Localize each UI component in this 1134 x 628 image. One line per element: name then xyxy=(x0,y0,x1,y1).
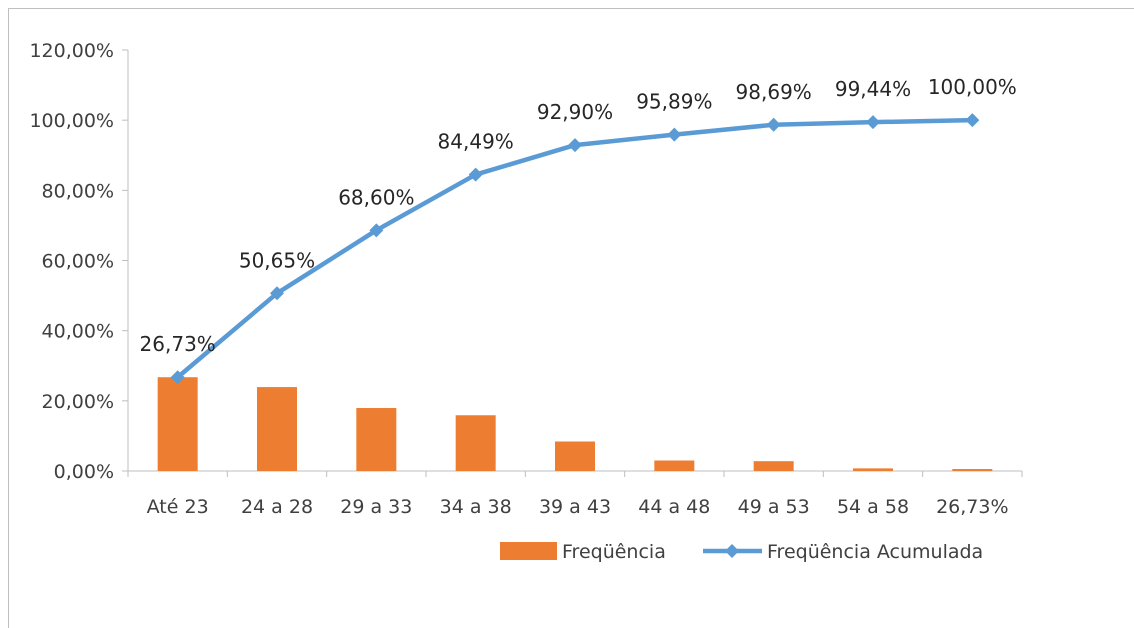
data-label: 26,73% xyxy=(140,332,216,356)
y-tick-label: 20,00% xyxy=(42,391,114,413)
x-tick-label: 54 a 58 xyxy=(837,496,909,518)
line-marker xyxy=(170,370,185,385)
y-axis: 0,00% 20,00% 40,00% 60,00% 80,00% 100,00% 120,… xyxy=(29,40,129,483)
y-tick-label: 40,00% xyxy=(42,321,114,343)
bar xyxy=(555,441,595,471)
x-tick-label: 24 a 28 xyxy=(241,496,313,518)
line-series-frequencia-acumulada xyxy=(170,113,980,385)
data-label: 99,44% xyxy=(835,77,911,101)
bar xyxy=(455,415,496,471)
legend-label-frequencia: Freqüência xyxy=(562,541,666,563)
x-tick-label: 49 a 53 xyxy=(738,496,810,518)
y-tick-label: 0,00% xyxy=(54,461,114,483)
bar xyxy=(753,461,794,471)
bar-series-frequencia xyxy=(157,377,993,471)
x-tick-label: 34 a 38 xyxy=(440,496,512,518)
legend: Freqüência Freqüência Acumulada xyxy=(500,541,983,563)
line-marker xyxy=(568,138,582,153)
legend-marker-acumulada xyxy=(725,544,739,558)
legend-label-acumulada: Freqüência Acumulada xyxy=(767,541,983,563)
bar xyxy=(257,387,297,471)
line-marker xyxy=(965,113,980,128)
data-labels: 26,73% 50,65% 68,60% 84,49% 92,90% 95,89% 98,6… xyxy=(140,75,1017,356)
line-marker xyxy=(270,286,284,301)
data-label: 100,00% xyxy=(928,75,1017,99)
data-label: 92,90% xyxy=(537,100,613,124)
bar xyxy=(356,408,397,471)
line-marker xyxy=(766,117,781,132)
data-label: 95,89% xyxy=(636,90,712,114)
x-tick-label: 44 a 48 xyxy=(638,496,710,518)
line-marker xyxy=(667,127,682,142)
bar xyxy=(952,469,993,471)
y-tick-label: 80,00% xyxy=(42,180,114,202)
y-tick-label: 60,00% xyxy=(42,251,114,273)
y-tick-label: 120,00% xyxy=(29,40,114,62)
data-label: 98,69% xyxy=(736,80,812,104)
data-label: 68,60% xyxy=(338,185,414,209)
data-label: 50,65% xyxy=(239,248,315,272)
bar xyxy=(853,468,893,471)
line-marker xyxy=(369,223,384,238)
x-axis: Até 23 24 a 28 29 a 33 34 a 38 39 a 43 44 a 4… xyxy=(127,470,1023,518)
data-label: 84,49% xyxy=(438,130,514,154)
x-tick-label: 26,73% xyxy=(936,496,1008,518)
bar xyxy=(157,377,198,471)
x-tick-label: 29 a 33 xyxy=(340,496,412,518)
x-tick-label: Até 23 xyxy=(147,496,209,518)
bar xyxy=(654,460,695,471)
line-marker xyxy=(468,167,483,182)
legend-swatch-frequencia xyxy=(500,542,557,560)
y-tick-label: 100,00% xyxy=(29,110,114,132)
line-marker xyxy=(866,115,880,130)
x-tick-label: 39 a 43 xyxy=(539,496,611,518)
chart-frame xyxy=(8,8,1134,628)
